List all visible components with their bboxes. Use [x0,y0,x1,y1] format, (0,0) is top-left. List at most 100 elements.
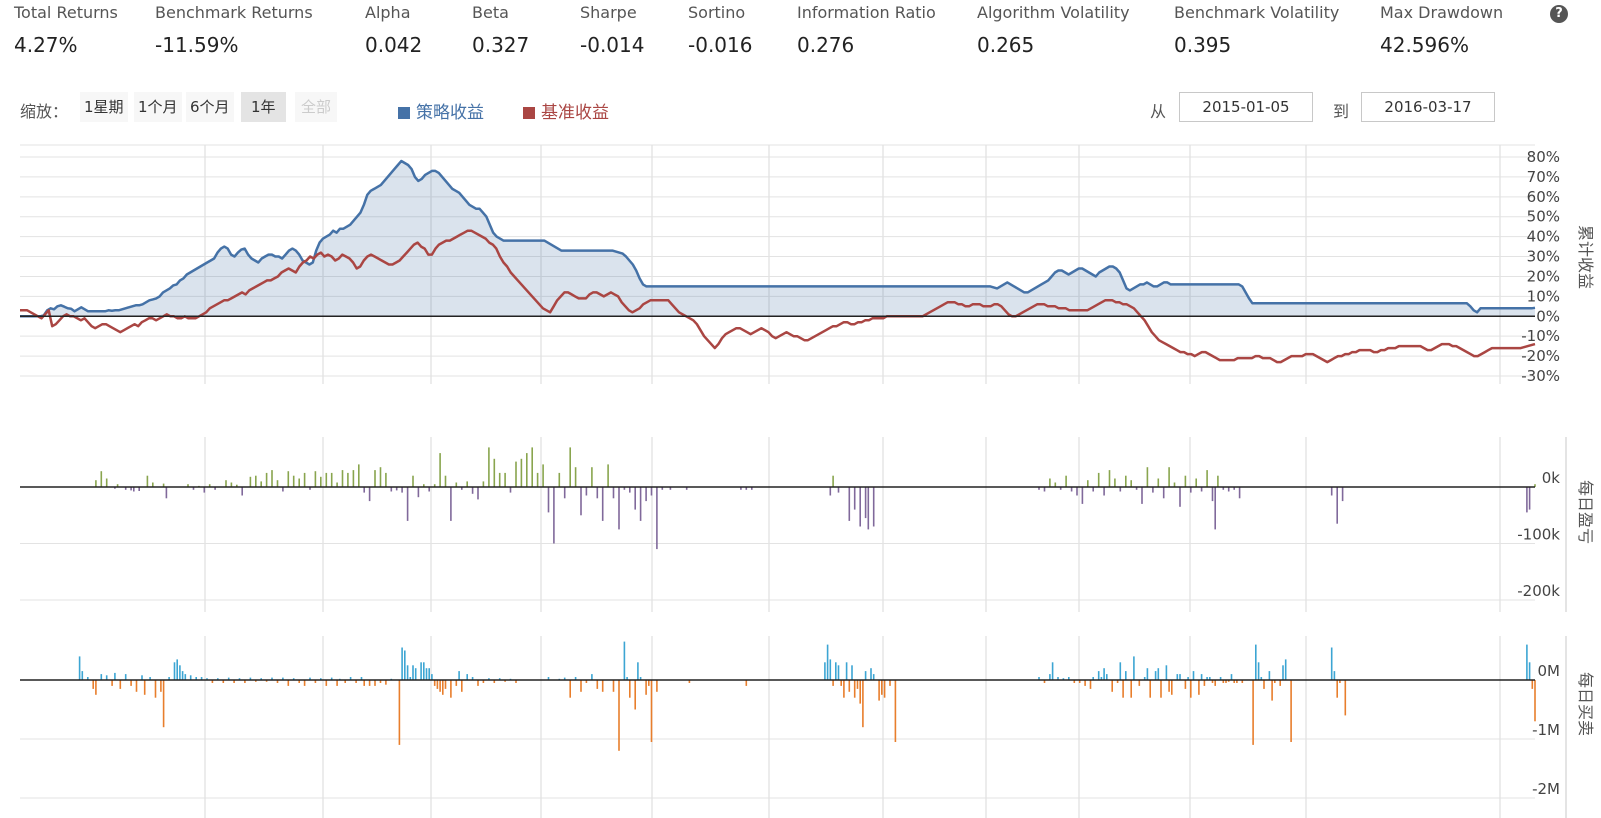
bar-negative [645,680,647,695]
zoom-1-month-button[interactable]: 1个月 [134,92,182,122]
benchmark-series-line[interactable] [20,229,1536,364]
returns-y-tick-label: 60% [1527,188,1560,206]
zoom-6-month-button[interactable]: 6个月 [186,92,234,122]
bar-negative [740,487,742,490]
bar-positive [360,677,363,680]
bar-negative [878,680,880,701]
zoom-all-button[interactable]: 全部 [295,92,338,122]
strategy-area [20,161,1535,317]
bar-negative [840,680,842,686]
bar-positive [1038,677,1040,680]
bar-positive [1330,647,1333,680]
bar-negative [95,680,97,695]
bar-positive [230,482,233,487]
bar-negative [1119,487,1122,492]
bar-positive [206,678,208,680]
bar-positive [1206,470,1208,487]
bar-negative [585,487,588,496]
bar-positive [95,480,97,487]
bar-positive [1143,677,1146,680]
bar-positive [824,662,826,680]
daily-trades-chart: 0M -1M -2M 每日买卖 [20,641,1595,798]
bar-positive [238,678,241,680]
bar-negative [553,487,555,544]
bar-negative [130,487,132,491]
bar-positive [526,453,528,487]
bar-negative [355,680,357,683]
bar-negative [314,680,317,683]
bar-positive [181,671,184,680]
bar-positive [1268,671,1271,680]
strategy-series-line[interactable] [20,159,1536,318]
bar-positive [184,674,187,680]
bar-y-tick-label: 0M [1538,662,1561,680]
bar-negative [1084,680,1086,686]
bar-negative [287,680,290,686]
metric-max-drawdown: Max Drawdown 42.596% [1380,0,1503,60]
bar-negative [1138,680,1141,686]
bar-negative [862,680,864,728]
bar-positive [401,647,403,680]
bar-negative [881,680,883,695]
bar-negative [477,680,479,686]
bar-positive [162,483,165,487]
bar-negative [864,487,867,519]
bar-negative [853,487,856,510]
bar-positive [1200,674,1203,680]
zoom-1-week-button[interactable]: 1星期 [80,92,128,122]
bar-positive [412,475,414,487]
metric-benchmark-returns: Benchmark Returns -11.59% [155,0,313,60]
bar-positive [116,484,119,487]
legend-benchmark[interactable]: 基准收益 [523,98,609,123]
bar-negative [344,680,346,683]
bar-negative [455,680,458,686]
bar-negative [569,680,571,698]
legend-strategy[interactable]: 策略收益 [398,98,484,123]
bar-negative [1089,680,1092,689]
bar-positive [433,484,436,487]
bar-negative [685,487,688,490]
bar-negative [92,680,94,689]
bar-positive [1054,482,1057,487]
bar-negative [124,487,127,490]
bar-negative [1233,680,1235,683]
question-circle-icon[interactable]: ? [1550,5,1568,23]
to-date-input[interactable] [1361,92,1495,122]
bar-negative [298,680,300,683]
bar-positive [1282,665,1284,681]
bar-negative [656,680,658,692]
bar-positive [1168,467,1170,487]
bar-positive [1146,467,1149,487]
bar-positive [87,677,89,680]
bar-negative [856,680,859,689]
legend-label-strategy: 策略收益 [416,103,484,123]
bar-negative [848,680,851,692]
bar-negative [1330,487,1333,496]
from-date-input[interactable] [1179,92,1313,122]
bar-negative [661,487,664,490]
metric-label: Alpha [365,3,411,22]
bar-negative [255,680,257,682]
daily-pnl-chart: 0k -100k -200k 每日盈亏 [20,447,1595,600]
bar-positive [406,665,409,681]
bar-negative [1190,680,1192,698]
bar-positive [309,677,311,680]
trade-y-axis-title: 每日买卖 [1576,672,1595,736]
metric-label: Information Ratio [797,3,936,22]
bar-positive [536,472,539,487]
bar-negative [406,487,409,521]
metric-value: 0.327 [472,33,530,57]
metric-information-ratio: Information Ratio 0.276 [797,0,936,60]
bar-negative [1274,680,1276,683]
zoom-1-year-button[interactable]: 1年 [241,92,286,122]
bar-positive [488,447,490,487]
metrics-bar: Total Returns 4.27% Benchmark Returns -1… [0,0,1601,70]
bar-positive [845,662,848,680]
bar-negative [1341,487,1344,502]
bar-negative [848,487,851,521]
bar-positive [1219,677,1222,680]
bar-positive [149,677,151,680]
bar-positive [1049,478,1051,487]
bar-positive [835,662,837,680]
bar-positive [591,467,593,487]
